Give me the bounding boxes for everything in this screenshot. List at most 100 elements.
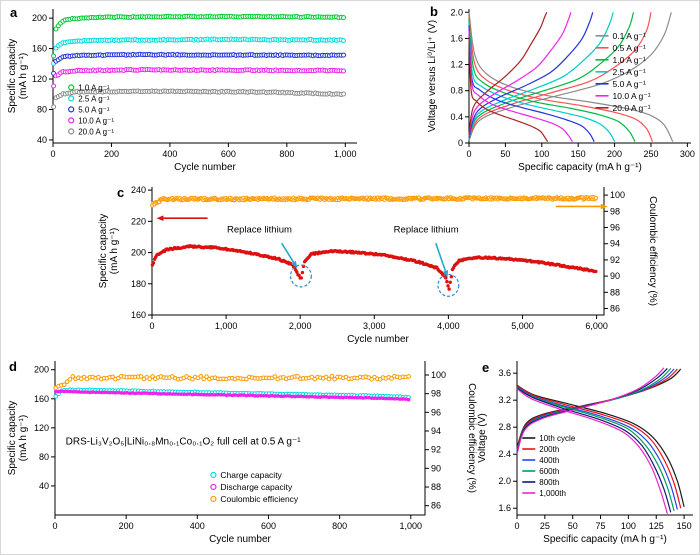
svg-text:200: 200 bbox=[119, 521, 134, 531]
svg-text:0: 0 bbox=[514, 521, 519, 531]
svg-text:125: 125 bbox=[649, 521, 664, 531]
panel-letter-b: b bbox=[430, 4, 438, 19]
svg-text:160: 160 bbox=[34, 394, 49, 404]
svg-text:86: 86 bbox=[610, 304, 620, 314]
svg-text:Cycle number: Cycle number bbox=[174, 162, 236, 173]
svg-text:40: 40 bbox=[39, 481, 49, 491]
svg-text:0: 0 bbox=[50, 149, 55, 159]
svg-text:94: 94 bbox=[610, 239, 620, 249]
panel-letter-a: a bbox=[10, 5, 18, 20]
svg-text:1.6: 1.6 bbox=[498, 503, 511, 513]
svg-text:600th: 600th bbox=[539, 467, 559, 476]
svg-text:Specific capacity (mA h g⁻¹): Specific capacity (mA h g⁻¹) bbox=[518, 162, 642, 173]
svg-text:88: 88 bbox=[431, 482, 441, 492]
svg-text:400th: 400th bbox=[539, 456, 559, 465]
svg-text:800: 800 bbox=[332, 521, 347, 531]
svg-text:10.0 A g⁻¹: 10.0 A g⁻¹ bbox=[613, 91, 651, 101]
svg-text:3,000: 3,000 bbox=[363, 321, 386, 331]
svg-text:Specific capacity: Specific capacity bbox=[7, 39, 18, 113]
svg-text:1.6: 1.6 bbox=[450, 33, 463, 43]
svg-text:90: 90 bbox=[431, 463, 441, 473]
svg-text:100: 100 bbox=[610, 190, 625, 200]
svg-text:(mA h g⁻¹): (mA h g⁻¹) bbox=[18, 415, 29, 461]
svg-text:0: 0 bbox=[458, 138, 463, 148]
svg-text:800th: 800th bbox=[539, 478, 559, 487]
svg-text:150: 150 bbox=[677, 521, 692, 531]
svg-text:Coulombic efficiency (%): Coulombic efficiency (%) bbox=[647, 196, 658, 306]
svg-text:5.0 A g⁻¹: 5.0 A g⁻¹ bbox=[613, 79, 646, 89]
svg-text:Specific capacity: Specific capacity bbox=[7, 401, 18, 475]
svg-text:94: 94 bbox=[431, 426, 441, 436]
svg-text:200: 200 bbox=[32, 13, 47, 23]
svg-text:86: 86 bbox=[431, 501, 441, 511]
svg-text:75: 75 bbox=[596, 521, 606, 531]
svg-text:400: 400 bbox=[190, 521, 205, 531]
svg-text:600: 600 bbox=[261, 521, 276, 531]
svg-text:3.2: 3.2 bbox=[498, 395, 511, 405]
svg-text:40: 40 bbox=[37, 135, 47, 145]
svg-text:0.8: 0.8 bbox=[450, 86, 463, 96]
svg-text:Voltage versus Li⁰/Li⁺ (V): Voltage versus Li⁰/Li⁺ (V) bbox=[427, 20, 438, 132]
svg-text:Coulombic efficiency (%): Coulombic efficiency (%) bbox=[466, 383, 477, 493]
svg-text:300: 300 bbox=[680, 149, 695, 159]
panel-letter-c: c bbox=[117, 185, 125, 200]
svg-text:1,000: 1,000 bbox=[334, 149, 357, 159]
svg-text:96: 96 bbox=[431, 407, 441, 417]
panel-b-voltage-profiles-chart: 0 50 100 150 200 250 300 0 0.4 0.8 1.2 1.6 2.0 Specif… bbox=[427, 7, 695, 173]
svg-text:250: 250 bbox=[643, 149, 658, 159]
panel-e: 0 25 50 75 100 125 150 1.6 2.0 2.4 2.8 3.2 3.6 Specif… bbox=[475, 353, 699, 554]
svg-text:120: 120 bbox=[34, 423, 49, 433]
svg-text:1,000: 1,000 bbox=[215, 321, 238, 331]
svg-text:25: 25 bbox=[540, 521, 550, 531]
svg-text:200: 200 bbox=[104, 149, 119, 159]
svg-text:100: 100 bbox=[621, 521, 636, 531]
svg-text:0.4: 0.4 bbox=[450, 112, 463, 122]
svg-text:2.0: 2.0 bbox=[498, 476, 511, 486]
svg-text:50: 50 bbox=[568, 521, 578, 531]
svg-text:2.8: 2.8 bbox=[498, 422, 511, 432]
svg-text:200th: 200th bbox=[539, 445, 559, 454]
svg-text:Specific capacity (mA h g⁻¹): Specific capacity (mA h g⁻¹) bbox=[543, 534, 667, 545]
panel-a-rate-cycling-chart: 0 200 400 600 800 1,000 40 80 120 160 200 Cycle num… bbox=[7, 9, 357, 173]
svg-text:200: 200 bbox=[131, 248, 146, 258]
svg-text:3.6: 3.6 bbox=[498, 368, 511, 378]
svg-text:4,000: 4,000 bbox=[437, 321, 460, 331]
svg-text:2.5 A g⁻¹: 2.5 A g⁻¹ bbox=[613, 67, 646, 77]
svg-text:2.5 A g⁻¹: 2.5 A g⁻¹ bbox=[78, 94, 110, 103]
svg-text:200: 200 bbox=[607, 149, 622, 159]
svg-text:1,000th: 1,000th bbox=[539, 489, 566, 498]
svg-text:150: 150 bbox=[571, 149, 586, 159]
svg-text:92: 92 bbox=[610, 255, 620, 265]
svg-text:2.4: 2.4 bbox=[498, 449, 511, 459]
svg-text:240: 240 bbox=[131, 185, 146, 195]
svg-text:0: 0 bbox=[149, 321, 154, 331]
svg-text:Specific capacity: Specific capacity bbox=[98, 214, 109, 288]
svg-text:20.0 A g⁻¹: 20.0 A g⁻¹ bbox=[613, 103, 651, 113]
panel-e-full-cell-voltage-chart: 0 25 50 75 100 125 150 1.6 2.0 2.4 2.8 3.2 3.6 Specif… bbox=[477, 361, 693, 545]
panel-d-full-cell-cycling-chart: 0 200 400 600 800 1,000 40 80 120 160 200 86 88 90 92 9… bbox=[7, 361, 477, 545]
svg-text:Cycle number: Cycle number bbox=[209, 534, 271, 545]
svg-text:Discharge capacity: Discharge capacity bbox=[220, 482, 293, 492]
svg-text:0: 0 bbox=[466, 149, 471, 159]
svg-text:100: 100 bbox=[431, 370, 446, 380]
svg-text:Voltage (V): Voltage (V) bbox=[477, 413, 488, 462]
svg-text:80: 80 bbox=[39, 452, 49, 462]
svg-text:600: 600 bbox=[221, 149, 236, 159]
svg-text:2,000: 2,000 bbox=[289, 321, 312, 331]
panel-letter-e: e bbox=[482, 360, 490, 375]
svg-text:220: 220 bbox=[131, 216, 146, 226]
svg-text:Replace lithium: Replace lithium bbox=[227, 224, 292, 235]
svg-text:160: 160 bbox=[32, 44, 47, 54]
svg-text:50: 50 bbox=[500, 149, 510, 159]
svg-text:1.0 A g⁻¹: 1.0 A g⁻¹ bbox=[78, 83, 110, 92]
svg-text:400: 400 bbox=[162, 149, 177, 159]
svg-text:6,000: 6,000 bbox=[585, 321, 608, 331]
svg-text:100: 100 bbox=[534, 149, 549, 159]
svg-text:98: 98 bbox=[431, 389, 441, 399]
panel-c-long-cycling-chart: 0 1,000 2,000 3,000 4,000 5,000 6,000 160 180 200… bbox=[98, 185, 658, 345]
svg-text:Replace lithium: Replace lithium bbox=[394, 224, 459, 235]
svg-text:1.0 A g⁻¹: 1.0 A g⁻¹ bbox=[613, 55, 646, 65]
svg-text:180: 180 bbox=[131, 279, 146, 289]
svg-text:0: 0 bbox=[52, 521, 57, 531]
svg-text:(mA h g⁻¹): (mA h g⁻¹) bbox=[18, 53, 29, 99]
